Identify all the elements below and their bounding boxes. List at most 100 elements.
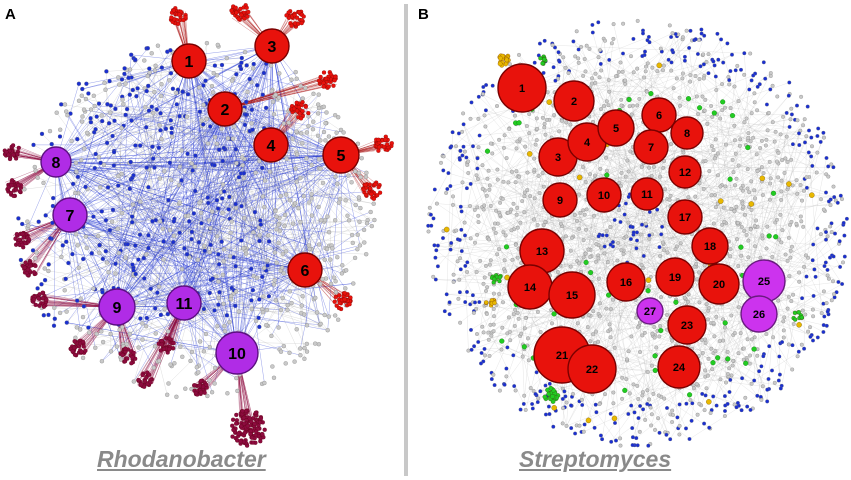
edge	[170, 50, 284, 274]
node	[78, 296, 83, 301]
node	[480, 186, 485, 191]
node	[742, 229, 747, 233]
node	[814, 170, 819, 175]
node	[477, 133, 482, 138]
node	[120, 97, 125, 102]
node	[207, 290, 212, 296]
node	[543, 220, 548, 224]
node	[287, 289, 292, 294]
node	[645, 61, 650, 66]
node	[31, 270, 37, 275]
edge	[113, 152, 119, 176]
node	[158, 128, 163, 133]
node	[199, 221, 204, 226]
node	[592, 425, 597, 430]
node	[16, 183, 21, 188]
node	[764, 246, 769, 251]
node	[831, 254, 836, 259]
node	[841, 220, 846, 225]
edge	[43, 182, 103, 293]
node	[33, 168, 38, 173]
node	[680, 71, 685, 76]
node	[713, 349, 718, 354]
node	[647, 284, 652, 289]
edge	[712, 59, 762, 399]
node	[250, 435, 255, 440]
edge	[246, 101, 309, 246]
node	[262, 427, 267, 432]
node	[579, 44, 584, 49]
node	[725, 41, 730, 46]
node	[790, 142, 795, 147]
node	[487, 262, 492, 267]
node	[705, 121, 710, 126]
edge	[259, 45, 273, 300]
edge	[222, 196, 230, 213]
node	[704, 302, 709, 307]
node	[169, 125, 174, 131]
node	[797, 279, 802, 284]
node	[605, 260, 610, 265]
node	[311, 119, 316, 124]
node	[217, 147, 222, 152]
node	[75, 174, 81, 180]
node	[357, 219, 362, 224]
node	[713, 74, 718, 79]
node	[105, 185, 111, 190]
edge	[478, 96, 744, 349]
node	[127, 67, 133, 72]
node	[702, 421, 707, 426]
edge	[69, 69, 131, 216]
edge	[221, 128, 282, 311]
node	[828, 224, 833, 229]
node	[303, 104, 308, 109]
edge	[188, 60, 197, 374]
node	[789, 299, 794, 304]
edge	[600, 226, 831, 386]
edge	[151, 106, 185, 304]
node	[377, 145, 382, 150]
node	[728, 254, 733, 259]
edge	[767, 130, 801, 227]
node	[757, 82, 762, 87]
node	[32, 164, 37, 170]
node	[484, 193, 489, 198]
edge	[106, 71, 330, 246]
node	[779, 178, 784, 183]
node	[604, 168, 609, 173]
edge	[55, 78, 250, 163]
node	[616, 70, 621, 74]
node	[791, 292, 796, 297]
node	[458, 267, 463, 272]
edge	[27, 227, 306, 271]
edge	[116, 254, 219, 308]
node	[509, 169, 514, 174]
edge	[286, 158, 324, 184]
edge	[116, 131, 250, 308]
node	[618, 436, 623, 441]
node	[42, 277, 48, 283]
node	[606, 78, 611, 82]
node	[74, 169, 79, 174]
edge	[788, 187, 803, 201]
edge	[23, 235, 121, 251]
node	[79, 93, 84, 98]
node	[515, 255, 520, 260]
node	[323, 138, 328, 143]
node	[316, 157, 322, 162]
node	[515, 225, 520, 230]
node	[335, 181, 340, 186]
node	[517, 52, 521, 57]
node	[238, 66, 244, 72]
node	[498, 213, 503, 217]
node	[52, 316, 57, 321]
edge	[633, 72, 812, 157]
node	[745, 337, 750, 342]
node	[60, 243, 65, 248]
node	[231, 427, 236, 432]
node	[765, 224, 770, 229]
node	[16, 145, 21, 150]
node	[318, 138, 323, 143]
node	[808, 325, 812, 330]
node	[278, 307, 284, 313]
